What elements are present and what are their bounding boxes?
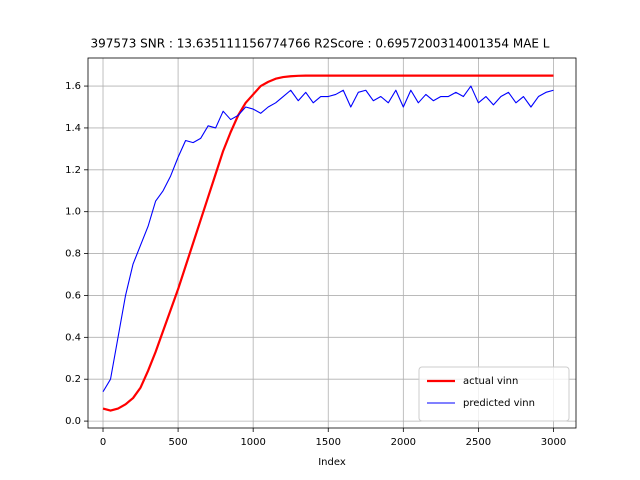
y-tick-label: 0.6 (65, 290, 81, 301)
chart-title: 397573 SNR : 13.635111156774766 R2Score … (91, 37, 550, 51)
y-tick-label: 1.6 (65, 81, 81, 92)
legend-label: actual vinn (463, 376, 518, 387)
legend-label: predicted vinn (463, 398, 535, 409)
y-tick-label: 0.0 (65, 416, 81, 427)
axes-frame (87, 57, 577, 429)
x-tick-label: 2500 (466, 437, 491, 448)
y-tick-label: 1.4 (65, 123, 81, 134)
y-tick-label: 1.0 (65, 207, 81, 218)
x-tick-label: 1500 (316, 437, 341, 448)
y-tick-label: 0.8 (65, 249, 81, 260)
series-line (102, 85, 554, 393)
legend-box (418, 366, 570, 422)
y-tick-label: 0.4 (65, 332, 81, 343)
x-tick-label: 500 (169, 437, 188, 448)
x-tick-label: 3000 (541, 437, 566, 448)
series-line (102, 74, 554, 412)
x-tick-label: 1000 (240, 437, 265, 448)
x-tick-label: 0 (100, 437, 106, 448)
y-tick-label: 1.2 (65, 165, 81, 176)
x-axis-label: Index (318, 457, 346, 468)
x-tick-label: 2000 (391, 437, 416, 448)
y-tick-label: 0.2 (65, 374, 81, 385)
